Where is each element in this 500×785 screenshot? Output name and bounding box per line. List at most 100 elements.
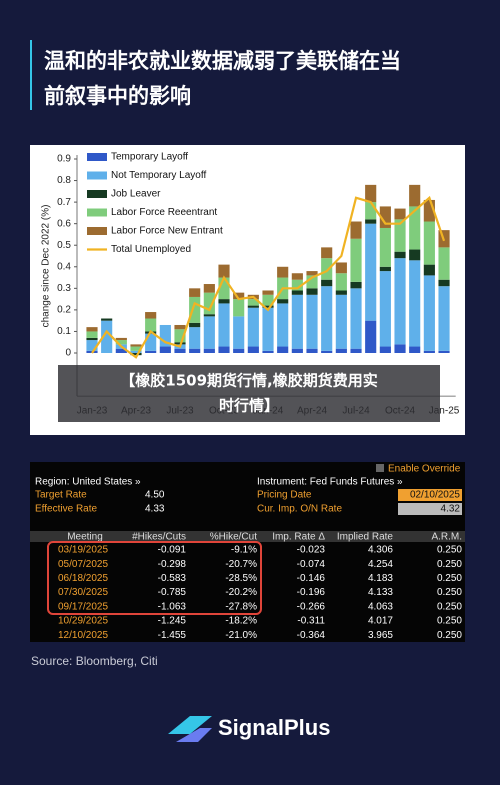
bar-segment bbox=[262, 294, 274, 306]
table-cell: 3.965 bbox=[368, 630, 393, 641]
bar-segment bbox=[101, 318, 113, 321]
bar-segment bbox=[145, 333, 157, 351]
y-tick-label: 0.5 bbox=[57, 240, 71, 251]
bar-segment bbox=[335, 273, 347, 291]
bar-segment bbox=[203, 314, 215, 317]
bar-segment bbox=[365, 223, 377, 321]
bar-segment bbox=[438, 350, 450, 353]
table-cell: -0.266 bbox=[297, 601, 326, 612]
bar-segment bbox=[350, 238, 362, 282]
highlight-box bbox=[47, 541, 262, 615]
bar-segment bbox=[218, 303, 230, 347]
meeting-date: 06/18/2025 bbox=[58, 573, 108, 584]
bar-segment bbox=[262, 350, 274, 353]
bar-segment bbox=[203, 348, 215, 353]
bar-segment bbox=[291, 290, 303, 295]
table-cell: -0.583 bbox=[158, 573, 187, 584]
bar-segment bbox=[130, 344, 142, 347]
bar-segment bbox=[159, 324, 171, 347]
bar-segment bbox=[379, 271, 391, 347]
bar-segment bbox=[130, 353, 142, 356]
table-cell: -20.2% bbox=[225, 587, 257, 598]
bar-segment bbox=[394, 258, 406, 345]
bar-segment bbox=[438, 247, 450, 280]
bar-segment bbox=[409, 249, 421, 261]
field-label: Pricing Date bbox=[257, 490, 312, 501]
table-cell: 0.250 bbox=[437, 573, 462, 584]
table-cell: 0.250 bbox=[437, 545, 462, 556]
brand: SignalPlus bbox=[218, 715, 330, 740]
bar-segment bbox=[321, 247, 333, 259]
bar-segment bbox=[145, 312, 157, 319]
bar-segment bbox=[189, 296, 201, 323]
table-cell: -0.023 bbox=[297, 545, 326, 556]
legend-swatch bbox=[87, 227, 107, 235]
bar-segment bbox=[365, 219, 377, 224]
bar-segment bbox=[277, 303, 289, 347]
bar-segment bbox=[130, 346, 142, 351]
bar-segment bbox=[409, 346, 421, 353]
table-cell: -9.1% bbox=[231, 545, 257, 556]
table-cell: 4.183 bbox=[368, 573, 393, 584]
bar-segment bbox=[203, 284, 215, 293]
bar-segment bbox=[189, 348, 201, 353]
table-cell: 4.133 bbox=[368, 587, 393, 598]
y-tick-label: 0.6 bbox=[57, 218, 71, 229]
bar-segment bbox=[350, 221, 362, 239]
checkbox bbox=[376, 464, 384, 472]
bar-segment bbox=[233, 292, 245, 300]
line-series bbox=[91, 195, 446, 359]
bar-segment bbox=[335, 290, 347, 295]
y-tick-label: 0.7 bbox=[57, 197, 71, 208]
bar-segment bbox=[423, 350, 435, 353]
bar-segment bbox=[203, 316, 215, 349]
table: Enable Override Region: United States » In… bbox=[30, 464, 465, 641]
bar-segment bbox=[438, 279, 450, 287]
table-cell: -20.7% bbox=[225, 559, 257, 570]
bar-segment bbox=[218, 299, 230, 304]
bar-segment bbox=[86, 340, 98, 351]
bar-segment bbox=[233, 316, 245, 349]
bar-segment bbox=[86, 331, 98, 338]
source: Source: Bloomberg, Citi bbox=[31, 654, 158, 668]
bar-segment bbox=[145, 318, 157, 332]
table-cell: -0.196 bbox=[297, 587, 326, 598]
bar-segment bbox=[306, 294, 318, 349]
table-cell: 4.254 bbox=[368, 559, 393, 570]
table-cell: 4.063 bbox=[368, 601, 393, 612]
bar-segment bbox=[291, 348, 303, 353]
bar-segment bbox=[115, 348, 127, 353]
y-tick-label: 0.9 bbox=[57, 154, 71, 165]
bar-segment bbox=[247, 299, 259, 306]
logo-icon bbox=[176, 728, 212, 742]
legend-swatch bbox=[87, 190, 107, 198]
bar-segment bbox=[189, 327, 201, 349]
legend-swatch bbox=[87, 171, 107, 180]
title-line: 温和的非农就业数据减弱了美联储在当 bbox=[44, 49, 401, 73]
bar-segment bbox=[145, 350, 157, 353]
x-tick-label: Jan-25 bbox=[429, 406, 460, 417]
bar-segment bbox=[394, 344, 406, 353]
y-tick-label: 0.8 bbox=[57, 175, 71, 186]
table-cell: -1.245 bbox=[158, 616, 187, 627]
table-cell: -18.2% bbox=[225, 616, 257, 627]
overlay-text: 【橡胶1509期货行情,橡胶期货费用实 bbox=[120, 372, 377, 390]
table-cell: -0.311 bbox=[297, 616, 325, 627]
field-label: Target Rate bbox=[35, 490, 87, 501]
overlay-banner bbox=[58, 365, 440, 422]
bar-segment bbox=[159, 346, 171, 353]
table-cell: -1.455 bbox=[158, 630, 187, 641]
legend-label: Total Unemployed bbox=[111, 244, 191, 255]
bar-segment bbox=[247, 307, 259, 347]
bar-segment bbox=[423, 275, 435, 351]
y-tick-label: 0.2 bbox=[57, 305, 71, 316]
bar-segment bbox=[203, 292, 215, 315]
bar-segment bbox=[262, 290, 274, 295]
table-cell: -0.364 bbox=[297, 630, 326, 641]
bar-segment bbox=[306, 288, 318, 295]
table-cell: 0.250 bbox=[437, 559, 462, 570]
meeting-date: 09/17/2025 bbox=[58, 601, 108, 612]
bar-segment bbox=[394, 208, 406, 220]
bar-segment bbox=[218, 346, 230, 353]
bar-segment bbox=[247, 346, 259, 353]
